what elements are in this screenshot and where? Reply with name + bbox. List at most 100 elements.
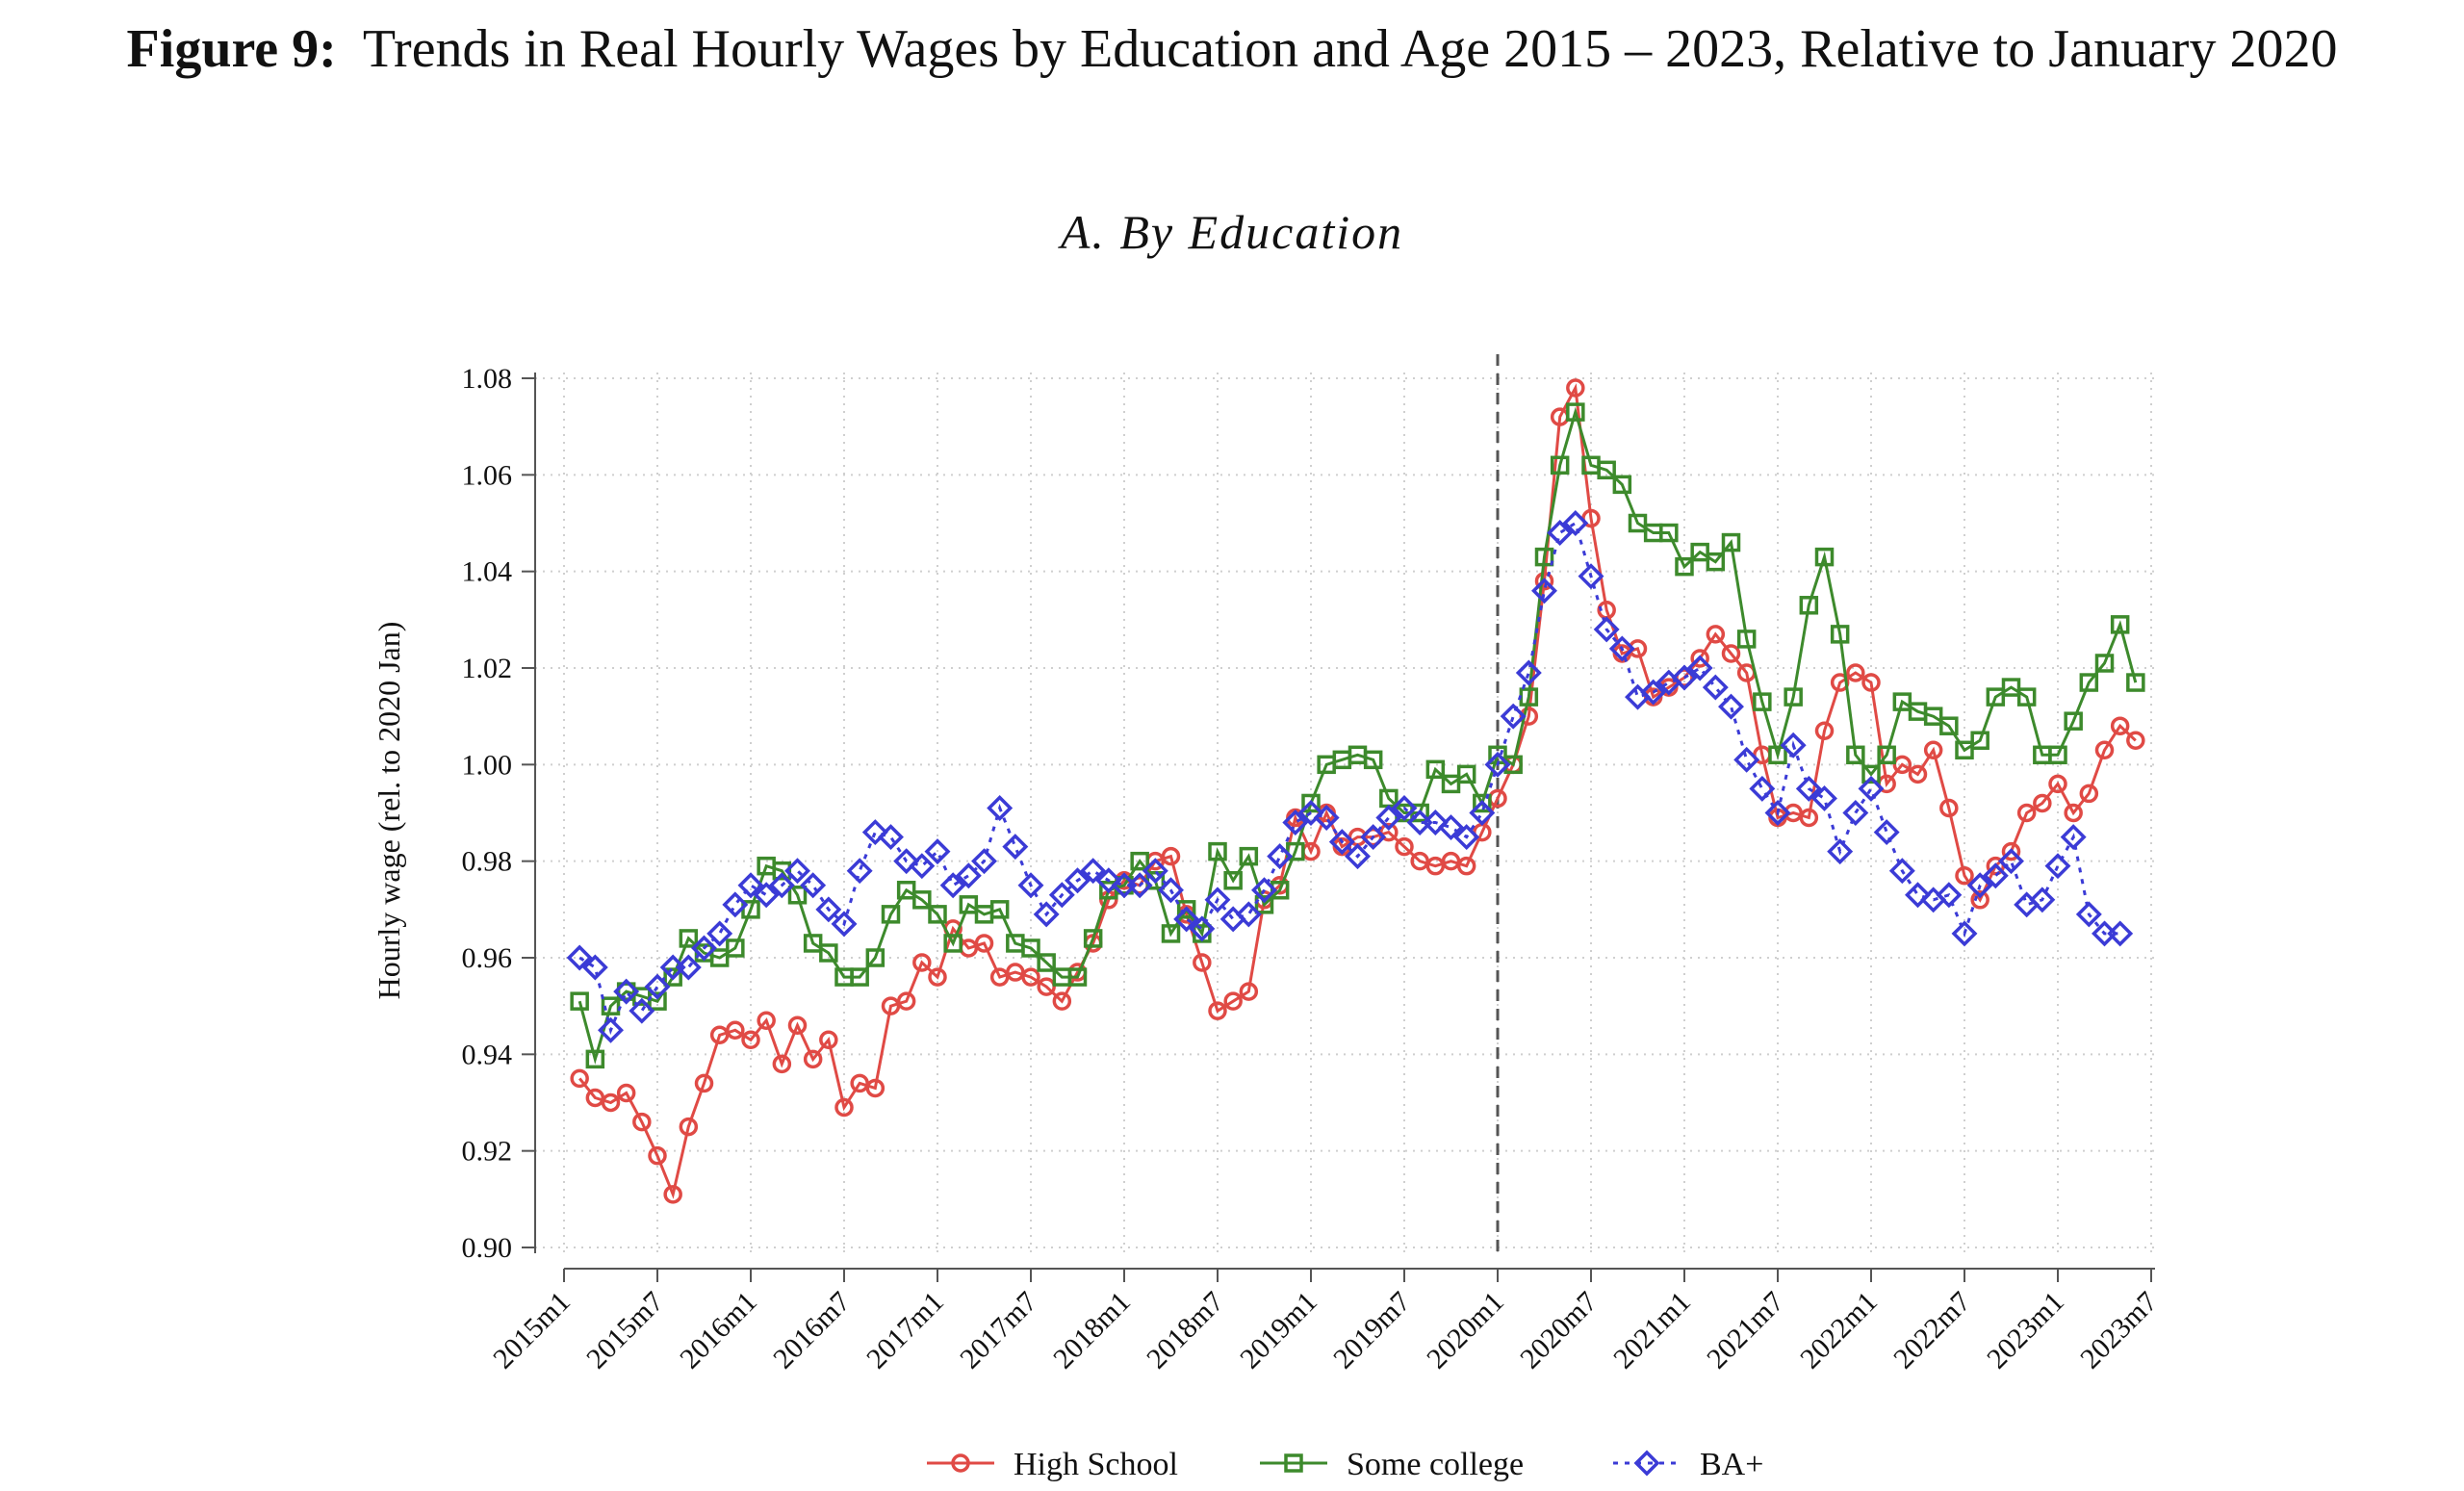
legend-marker-icon: [951, 1453, 970, 1473]
data-point-some-college: [1083, 929, 1103, 948]
data-point-some-college: [1067, 967, 1088, 987]
data-point-ba-plus: [1764, 800, 1791, 826]
panel-title: A. By Education: [1060, 205, 1404, 259]
data-point-high-school: [2016, 803, 2037, 823]
x-tick-label: 2022m1: [1794, 1286, 1884, 1375]
data-point-some-college: [2094, 654, 2115, 673]
data-point-ba-plus: [987, 795, 1014, 821]
data-point-some-college: [1566, 402, 1585, 422]
legend-label: Some college: [1347, 1447, 1524, 1482]
x-tick-label: 2022m7: [1887, 1286, 1977, 1375]
data-point-some-college: [850, 967, 869, 987]
data-point-some-college: [943, 934, 962, 953]
data-point-some-college: [1877, 745, 1896, 765]
data-point-ba-plus: [1547, 520, 1574, 547]
y-tick-label: 1.08: [462, 363, 513, 395]
data-point-some-college: [709, 948, 730, 967]
y-tick-label: 1.06: [462, 459, 513, 491]
data-point-some-college: [1597, 460, 1616, 480]
data-point-high-school: [2094, 740, 2115, 760]
data-point-ba-plus: [1562, 510, 1589, 536]
y-tick-label: 0.92: [462, 1136, 513, 1168]
data-point-some-college: [1721, 532, 1741, 553]
data-point-high-school: [1861, 673, 1881, 692]
data-point-ba-plus: [1484, 751, 1511, 778]
data-point-some-college: [1254, 895, 1274, 914]
data-point-high-school: [1193, 953, 1212, 972]
data-point-ba-plus: [2075, 901, 2102, 928]
data-point-some-college: [928, 905, 947, 924]
data-point-ba-plus: [1158, 877, 1184, 904]
data-point-ba-plus: [1095, 867, 1122, 894]
data-point-ba-plus: [706, 920, 733, 947]
data-point-some-college: [1534, 547, 1554, 567]
data-point-high-school: [1161, 846, 1181, 866]
data-point-high-school: [1223, 991, 1243, 1011]
legend-label: BA+: [1700, 1447, 1763, 1482]
data-point-ba-plus: [644, 973, 671, 1000]
legend-item-ba-plus: BA+: [1613, 1447, 1763, 1482]
legend-label: High School: [1014, 1447, 1178, 1482]
x-tick-label: 2015m1: [487, 1286, 577, 1375]
data-point-ba-plus: [1827, 838, 1854, 865]
x-tick-label: 2016m1: [674, 1286, 763, 1375]
data-point-ba-plus: [1608, 635, 1635, 662]
grid-lines: [535, 373, 2157, 1253]
x-tick-label: 2020m7: [1514, 1286, 1604, 1375]
data-point-ba-plus: [566, 944, 593, 971]
data-point-ba-plus: [1033, 901, 1060, 928]
data-point-ba-plus: [800, 872, 827, 899]
data-point-some-college: [896, 881, 916, 900]
data-point-some-college: [1425, 759, 1446, 780]
series-line-ba-plus: [578, 521, 2120, 1036]
data-point-some-college: [1270, 881, 1290, 900]
data-point-some-college: [819, 943, 838, 963]
data-point-ba-plus: [831, 911, 858, 938]
data-point-ba-plus: [1251, 877, 1277, 904]
data-point-ba-plus: [815, 896, 842, 923]
data-point-some-college: [1456, 764, 1476, 784]
data-point-ba-plus: [1702, 674, 1729, 701]
data-point-some-college: [1799, 596, 1819, 615]
data-point-ba-plus: [1888, 858, 1915, 885]
series-high-school: [570, 378, 2145, 1204]
data-point-high-school: [1939, 798, 1959, 818]
data-point-some-college: [1736, 630, 1757, 649]
data-point-ba-plus: [1422, 810, 1449, 836]
data-point-high-school: [1846, 663, 1865, 682]
data-point-high-school: [803, 1049, 823, 1069]
data-point-some-college: [1846, 745, 1865, 765]
data-point-some-college: [663, 967, 682, 987]
data-point-ba-plus: [1718, 693, 1744, 720]
data-point-high-school: [1892, 755, 1912, 775]
x-tick-label: 2015m7: [580, 1286, 670, 1375]
data-point-high-school: [1706, 625, 1726, 644]
data-point-ba-plus: [1328, 829, 1355, 856]
data-point-some-college: [1814, 547, 1835, 567]
data-point-ba-plus: [1469, 800, 1496, 826]
x-tick-label: 2017m7: [954, 1286, 1043, 1375]
data-point-some-college: [1208, 841, 1227, 861]
data-point-ba-plus: [1951, 920, 1978, 947]
data-point-ba-plus: [768, 872, 795, 899]
data-point-high-school: [912, 953, 932, 972]
x-tick-label: 2019m7: [1327, 1286, 1417, 1375]
x-tick-label: 2023m1: [1981, 1286, 2070, 1375]
data-point-some-college: [1503, 755, 1523, 775]
data-point-some-college: [1021, 938, 1040, 958]
data-point-some-college: [1239, 846, 1259, 866]
data-point-ba-plus: [1345, 843, 1371, 870]
data-point-ba-plus: [893, 848, 920, 875]
data-point-ba-plus: [1640, 679, 1667, 706]
data-point-high-school: [865, 1078, 886, 1098]
data-point-high-school: [1021, 967, 1040, 987]
x-tick-label: 2023m7: [2074, 1286, 2164, 1375]
data-point-some-college: [1550, 455, 1570, 476]
data-point-ba-plus: [722, 891, 749, 918]
data-point-ba-plus: [1749, 775, 1776, 802]
data-point-some-college: [1861, 764, 1881, 784]
data-point-high-school: [726, 1020, 745, 1040]
data-point-high-school: [1814, 721, 1835, 740]
data-point-some-college: [1130, 851, 1149, 871]
data-point-some-college: [1768, 745, 1787, 765]
